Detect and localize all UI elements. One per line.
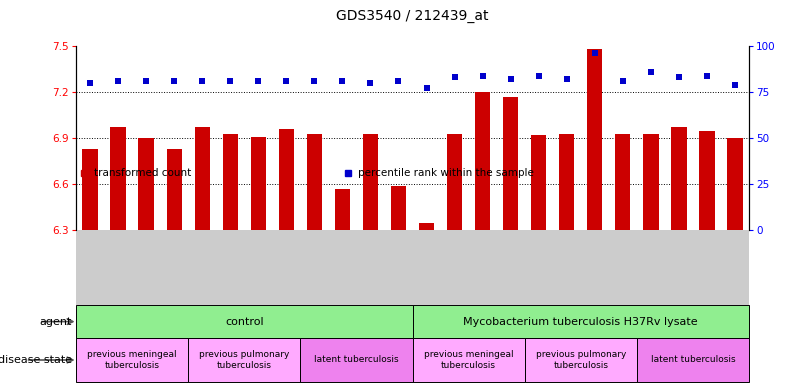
Bar: [643, 134, 658, 230]
Point: [364, 80, 377, 86]
Text: percentile rank within the sample: percentile rank within the sample: [358, 168, 534, 178]
Point: [308, 78, 320, 84]
Text: Mycobacterium tuberculosis H37Rv lysate: Mycobacterium tuberculosis H37Rv lysate: [464, 316, 698, 327]
Bar: [195, 127, 210, 230]
Point: [588, 50, 601, 56]
Point: [728, 82, 741, 88]
Bar: [587, 49, 602, 230]
Bar: [671, 127, 686, 230]
Bar: [335, 189, 350, 230]
Point: [644, 69, 657, 75]
Point: [252, 78, 264, 84]
Text: GDS3540 / 212439_at: GDS3540 / 212439_at: [336, 9, 489, 23]
Point: [476, 73, 489, 79]
Bar: [279, 129, 294, 230]
Bar: [76, 338, 188, 382]
Bar: [300, 338, 413, 382]
Text: transformed count: transformed count: [94, 168, 191, 178]
Point: [421, 85, 433, 91]
Bar: [637, 338, 749, 382]
Text: disease state: disease state: [0, 355, 72, 365]
Point: [139, 78, 152, 84]
Bar: [188, 338, 300, 382]
Point: [672, 74, 685, 81]
Bar: [76, 305, 413, 338]
Bar: [111, 127, 126, 230]
Point: [195, 78, 208, 84]
Bar: [167, 149, 182, 230]
Point: [224, 78, 237, 84]
Point: [561, 76, 574, 82]
Point: [505, 76, 517, 82]
Point: [84, 80, 96, 86]
Bar: [83, 149, 98, 230]
Bar: [503, 97, 518, 230]
Point: [168, 78, 181, 84]
Text: latent tuberculosis: latent tuberculosis: [314, 356, 399, 364]
Bar: [419, 223, 434, 230]
Point: [111, 78, 125, 84]
Bar: [447, 134, 462, 230]
Bar: [251, 137, 266, 230]
Bar: [525, 338, 637, 382]
Bar: [727, 138, 743, 230]
Bar: [475, 92, 490, 230]
Bar: [413, 305, 749, 338]
Bar: [307, 134, 322, 230]
Text: previous meningeal
tuberculosis: previous meningeal tuberculosis: [87, 350, 177, 370]
Bar: [363, 134, 378, 230]
Bar: [223, 134, 238, 230]
Point: [449, 74, 461, 81]
Bar: [391, 186, 406, 230]
Bar: [699, 131, 714, 230]
Point: [336, 78, 349, 84]
Point: [280, 78, 293, 84]
Bar: [413, 338, 525, 382]
Text: previous pulmonary
tuberculosis: previous pulmonary tuberculosis: [199, 350, 289, 370]
Point: [392, 78, 405, 84]
Bar: [531, 135, 546, 230]
Bar: [139, 138, 154, 230]
Point: [616, 78, 629, 84]
Point: [532, 73, 545, 79]
Text: previous pulmonary
tuberculosis: previous pulmonary tuberculosis: [536, 350, 626, 370]
Text: latent tuberculosis: latent tuberculosis: [650, 356, 735, 364]
Point: [700, 73, 713, 79]
Text: control: control: [225, 316, 264, 327]
Text: agent: agent: [40, 316, 72, 327]
Text: previous meningeal
tuberculosis: previous meningeal tuberculosis: [424, 350, 513, 370]
Bar: [559, 134, 574, 230]
Bar: [615, 134, 630, 230]
